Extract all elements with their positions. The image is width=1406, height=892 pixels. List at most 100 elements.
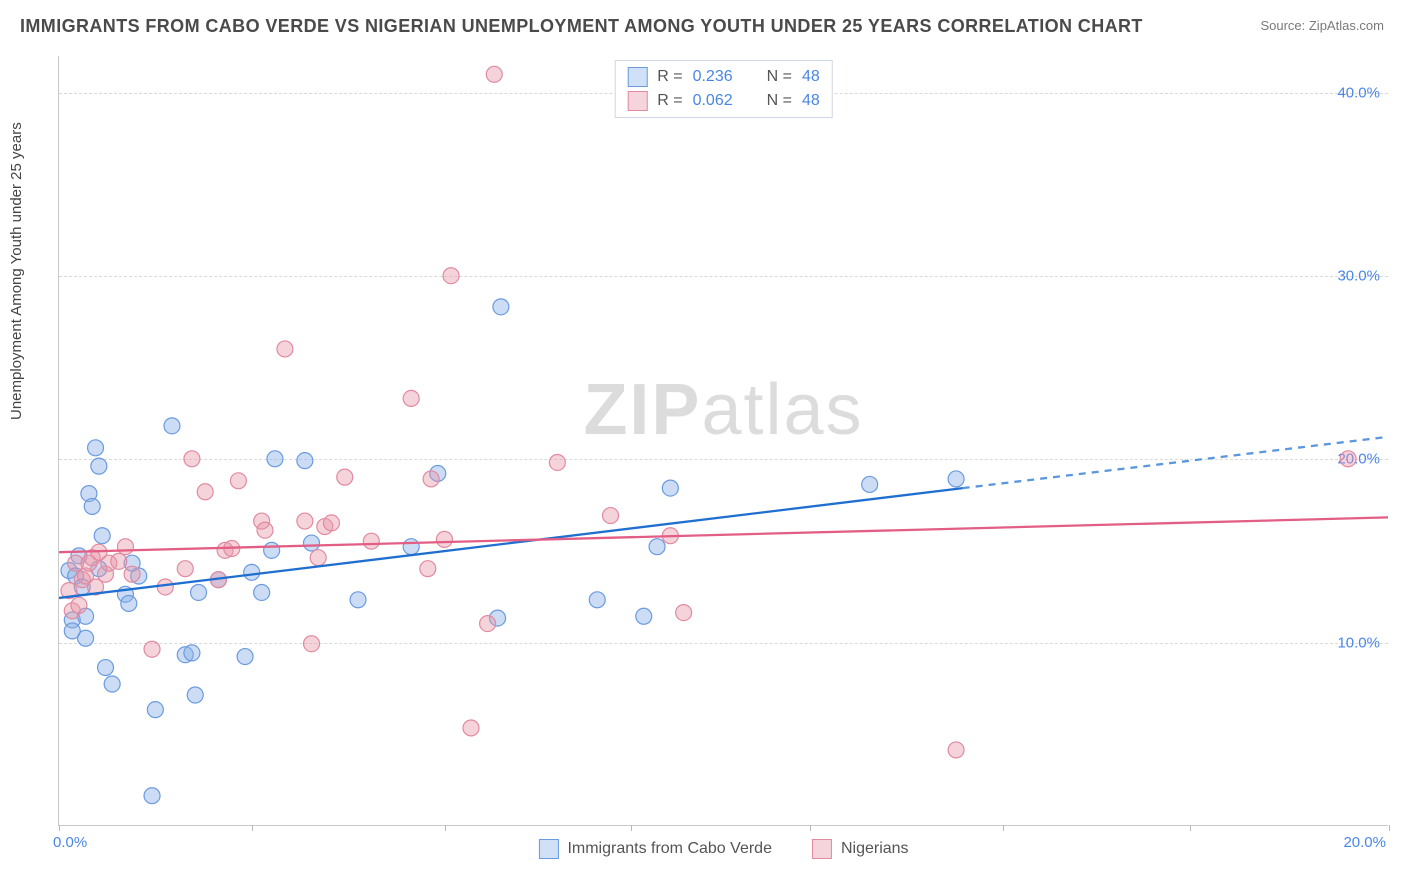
stats-row-nigerians: R = 0.062 N = 48 [627,89,820,113]
scatter-point-nigerians [117,539,133,555]
scatter-point-cabo_verde [144,788,160,804]
scatter-point-cabo_verde [403,539,419,555]
x-tick-mark [631,825,632,831]
scatter-point-cabo_verde [104,676,120,692]
scatter-point-nigerians [323,515,339,531]
scatter-point-nigerians [549,454,565,470]
series-legend: Immigrants from Cabo Verde Nigerians [538,839,908,859]
scatter-point-nigerians [423,471,439,487]
scatter-point-nigerians [157,579,173,595]
scatter-point-cabo_verde [191,584,207,600]
legend-item-nigerians: Nigerians [812,839,909,859]
scatter-point-nigerians [337,469,353,485]
scatter-point-nigerians [297,513,313,529]
scatter-point-nigerians [144,641,160,657]
scatter-point-nigerians [184,451,200,467]
scatter-point-cabo_verde [237,649,253,665]
scatter-point-nigerians [304,636,320,652]
scatter-point-cabo_verde [589,592,605,608]
scatter-point-cabo_verde [84,498,100,514]
scatter-point-nigerians [420,561,436,577]
scatter-point-cabo_verde [184,645,200,661]
scatter-point-nigerians [948,742,964,758]
scatter-point-nigerians [230,473,246,489]
scatter-point-cabo_verde [88,440,104,456]
stats-legend: R = 0.236 N = 48 R = 0.062 N = 48 [614,60,833,118]
scatter-point-cabo_verde [297,453,313,469]
scatter-point-nigerians [676,605,692,621]
scatter-point-cabo_verde [267,451,283,467]
swatch-cabo_verde [538,839,558,859]
r-label: R = [657,68,682,86]
scatter-point-cabo_verde [98,660,114,676]
r-value: 0.062 [693,92,733,110]
scatter-point-cabo_verde [862,476,878,492]
scatter-point-cabo_verde [254,584,270,600]
swatch-nigerians [627,91,647,111]
scatter-point-nigerians [197,484,213,500]
x-tick-min: 0.0% [53,834,87,851]
plot-svg [59,56,1388,825]
scatter-point-nigerians [486,66,502,82]
swatch-nigerians [812,839,832,859]
stats-row-cabo_verde: R = 0.236 N = 48 [627,65,820,89]
n-label: N = [767,92,792,110]
x-tick-mark [1190,825,1191,831]
scatter-point-nigerians [124,566,140,582]
x-tick-mark [445,825,446,831]
scatter-point-cabo_verde [304,535,320,551]
scatter-point-nigerians [257,522,273,538]
scatter-point-nigerians [177,561,193,577]
scatter-point-cabo_verde [948,471,964,487]
n-value: 48 [802,68,820,86]
scatter-point-cabo_verde [91,458,107,474]
scatter-point-cabo_verde [164,418,180,434]
legend-label: Nigerians [841,840,909,858]
x-tick-mark [252,825,253,831]
r-value: 0.236 [693,68,733,86]
legend-label: Immigrants from Cabo Verde [567,840,772,858]
scatter-point-nigerians [443,268,459,284]
scatter-point-cabo_verde [493,299,509,315]
scatter-point-cabo_verde [244,564,260,580]
scatter-point-cabo_verde [78,630,94,646]
scatter-point-cabo_verde [649,539,665,555]
scatter-point-nigerians [463,720,479,736]
scatter-point-cabo_verde [264,542,280,558]
trend-line-cabo_verde [59,488,963,598]
source-prefix: Source: [1260,18,1308,33]
scatter-point-nigerians [403,390,419,406]
scatter-point-nigerians [436,531,452,547]
x-tick-max: 20.0% [1343,834,1386,851]
x-tick-mark [1389,825,1390,831]
scatter-point-cabo_verde [94,528,110,544]
legend-item-cabo_verde: Immigrants from Cabo Verde [538,839,772,859]
swatch-cabo_verde [627,67,647,87]
n-label: N = [767,68,792,86]
x-tick-mark [810,825,811,831]
scatter-point-nigerians [310,550,326,566]
x-tick-mark [59,825,60,831]
scatter-point-cabo_verde [350,592,366,608]
scatter-point-cabo_verde [662,480,678,496]
scatter-point-nigerians [603,508,619,524]
scatter-point-nigerians [111,553,127,569]
scatter-point-nigerians [71,597,87,613]
trend-line-dash-cabo_verde [963,437,1388,488]
scatter-point-cabo_verde [187,687,203,703]
scatter-point-cabo_verde [121,595,137,611]
scatter-point-nigerians [480,616,496,632]
scatter-point-nigerians [277,341,293,357]
y-axis-label: Unemployment Among Youth under 25 years [8,122,25,420]
chart-title: IMMIGRANTS FROM CABO VERDE VS NIGERIAN U… [20,16,1143,37]
scatter-point-nigerians [363,533,379,549]
n-value: 48 [802,92,820,110]
source-attribution: Source: ZipAtlas.com [1260,18,1384,33]
scatter-point-cabo_verde [147,702,163,718]
x-tick-mark [1003,825,1004,831]
plot-area: ZIPatlas R =0.236N =48R =0.062N =48 Immi… [58,56,1388,826]
r-label: R = [657,92,682,110]
scatter-point-nigerians [1340,451,1356,467]
source-link[interactable]: ZipAtlas.com [1309,18,1384,33]
scatter-point-cabo_verde [636,608,652,624]
